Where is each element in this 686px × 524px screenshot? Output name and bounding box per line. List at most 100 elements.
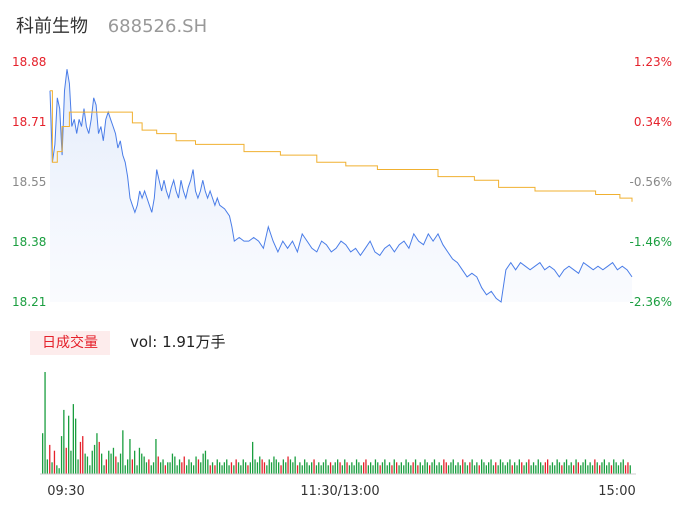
volume-bar (580, 465, 582, 474)
volume-bar (292, 462, 294, 474)
volume-bar (211, 462, 214, 474)
volume-bar (360, 465, 362, 474)
volume-bar (466, 465, 469, 474)
volume-bar (577, 462, 579, 474)
volume-bar (268, 459, 270, 474)
volume-bar (181, 462, 183, 474)
volume-bar (622, 459, 624, 474)
volume-bar (495, 462, 497, 474)
volume-bar (558, 462, 561, 474)
volume-bar (190, 462, 192, 474)
volume-bar (287, 456, 289, 474)
volume-bar (407, 462, 410, 474)
volume-bar (537, 459, 539, 474)
y-tick-right: -0.56% (630, 175, 672, 189)
volume-bar (152, 462, 155, 474)
volume-bar (124, 465, 126, 474)
volume-bar (197, 459, 200, 474)
volume-bar (171, 453, 174, 474)
volume-bar (589, 462, 591, 474)
volume-bar (75, 418, 77, 474)
volume-bar (68, 415, 70, 474)
volume-bar (535, 465, 537, 474)
volume-tab[interactable]: 日成交量 (30, 331, 110, 355)
volume-bar (311, 462, 313, 474)
volume-bar (417, 465, 419, 474)
volume-bar (157, 456, 159, 474)
volume-bar (98, 441, 100, 474)
volume-bar (348, 465, 351, 474)
volume-bar (452, 459, 454, 474)
y-tick-right: -2.36% (630, 295, 672, 309)
volume-bar (514, 462, 516, 474)
volume-bar (188, 459, 190, 474)
volume-bar (603, 459, 605, 474)
volume-bar (204, 450, 207, 474)
volume-bar (134, 450, 136, 474)
volume-bar (499, 459, 502, 474)
volume-bar (547, 459, 549, 474)
volume-bar (523, 465, 525, 474)
volume-bar (233, 465, 235, 474)
volume-bar (337, 459, 339, 474)
volume-bar (351, 462, 353, 474)
volume-bar (65, 447, 67, 474)
volume-bar (221, 465, 223, 474)
volume-bar (339, 462, 341, 474)
volume-bar (119, 453, 122, 474)
volume-bar (275, 459, 277, 474)
volume-bar (384, 459, 386, 474)
volume-bar (424, 459, 426, 474)
volume-bar (131, 459, 133, 474)
volume-bar (223, 462, 225, 474)
volume-bar (594, 459, 596, 474)
volume-bar (455, 465, 457, 474)
volume-bar (79, 441, 82, 474)
stock-code: 688526.SH (107, 16, 208, 37)
y-tick-right: 0.34% (634, 115, 672, 129)
volume-bar (405, 459, 407, 474)
volume-bar (414, 459, 417, 474)
volume-bar (200, 462, 202, 474)
volume-bar (563, 462, 565, 474)
volume-bar (282, 459, 284, 474)
volume-bar (150, 465, 152, 474)
volume-bar (230, 462, 233, 474)
volume-bar (629, 465, 631, 474)
volume-bar (521, 462, 523, 474)
volume-bar (551, 462, 554, 474)
volume-bar (82, 436, 84, 474)
volume-bar (285, 462, 287, 474)
volume-bar (353, 465, 355, 474)
y-axis-left: 18.88 18.71 18.55 18.38 18.21 (12, 55, 46, 309)
volume-bar (483, 462, 485, 474)
volume-bar (315, 465, 318, 474)
volume-value: 1.91万手 (162, 333, 226, 351)
volume-bar (422, 465, 424, 474)
volume-bar (556, 459, 558, 474)
volume-bar (478, 465, 480, 474)
volume-bar (363, 462, 365, 474)
volume-bar (304, 459, 306, 474)
volume-bar (334, 462, 336, 474)
volume-bar (53, 450, 56, 474)
volume-bar (91, 450, 93, 474)
volume-bar (367, 465, 369, 474)
volume-bar (117, 462, 119, 474)
volume-bar (624, 465, 627, 474)
volume-bar (289, 459, 292, 474)
volume-bar (254, 459, 256, 474)
volume-bar (174, 456, 176, 474)
y-axis-right: 1.23% 0.34% -0.56% -1.46% -2.36% (630, 55, 672, 309)
volume-bar (606, 465, 608, 474)
volume-bar (155, 439, 157, 474)
volume-bar (266, 465, 268, 474)
x-axis: 09:30 11:30/13:00 15:00 (47, 484, 635, 499)
volume-bar (329, 462, 332, 474)
y-tick-right: -1.46% (630, 235, 672, 249)
volume-bar (528, 459, 530, 474)
volume-bar (249, 462, 251, 474)
volume-bar (481, 459, 483, 474)
volume-bar (388, 462, 391, 474)
volume-bar (240, 465, 242, 474)
